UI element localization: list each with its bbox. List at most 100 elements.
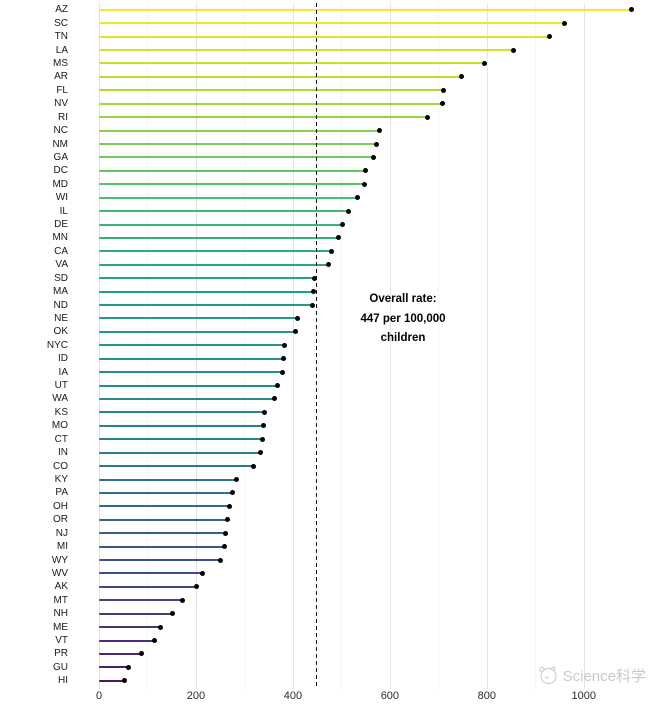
y-axis-label-ok: OK [53, 326, 68, 338]
y-axis-label-ia: IA [58, 366, 68, 378]
watermark-text: Science科学 [562, 667, 646, 685]
lollipop-dot-sc [561, 20, 567, 26]
lollipop-dot-nd [309, 302, 315, 308]
lollipop-stem-il [99, 210, 349, 213]
lollipop-dot-gu [125, 664, 131, 670]
lollipop-dot-ar [458, 74, 464, 80]
lollipop-dot-or [225, 517, 231, 523]
gridline-minor [341, 3, 343, 689]
y-axis-label-ma: MA [53, 286, 68, 298]
lollipop-dot-ky [234, 477, 240, 482]
lollipop-dot-mi [221, 544, 227, 550]
lollipop-dot-fl [441, 87, 447, 93]
y-axis-label-ms: MS [53, 57, 68, 69]
lollipop-stem-sd [99, 277, 315, 280]
lollipop-dot-hi [121, 678, 127, 684]
y-axis-label-sd: SD [54, 272, 68, 284]
lollipop-stem-la [99, 49, 514, 52]
lollipop-dot-tn [547, 34, 553, 40]
lollipop-dot-dc [362, 168, 368, 174]
lollipop-dot-in [257, 450, 263, 456]
y-axis-label-nyc: NYC [46, 339, 68, 351]
y-axis-label-ne: NE [54, 312, 68, 324]
y-axis-label-ca: CA [54, 245, 68, 257]
y-axis-label-ks: KS [54, 406, 68, 418]
lollipop-stem-oh [99, 505, 230, 508]
y-axis-label-va: VA [55, 259, 68, 271]
lollipop-dot-ok [292, 329, 298, 335]
y-axis-label-ky: KY [54, 474, 68, 485]
y-axis-label-nd: ND [53, 299, 68, 311]
gridline-major [292, 3, 294, 689]
lollipop-stem-ks [99, 411, 265, 414]
lollipop-stem-mn [99, 236, 339, 239]
lollipop-stem-ma [99, 290, 314, 293]
lollipop-dot-oh [227, 503, 233, 509]
y-axis-label-wa: WA [52, 393, 68, 405]
y-axis-label-pa: PA [55, 487, 68, 499]
y-axis-label-nv: NV [54, 98, 68, 110]
lollipop-stem-nm [99, 143, 377, 145]
y-axis-label-wi: WI [55, 192, 68, 204]
lollipop-stem-ia [99, 371, 283, 374]
y-axis-label-de: DE [54, 219, 68, 231]
y-axis-label-or: OR [53, 514, 68, 526]
lollipop-dot-ia [280, 369, 286, 375]
gridline-minor [535, 3, 537, 689]
y-axis-label-ak: AK [54, 581, 68, 593]
y-axis-label-wy: WY [51, 554, 68, 566]
lollipop-stem-dc [99, 169, 366, 172]
y-axis-label-vt: VT [55, 635, 68, 647]
lollipop-stem-ms [99, 62, 485, 65]
lollipop-stem-nc [99, 129, 380, 132]
lollipop-stem-md [99, 183, 365, 186]
lollipop-dot-nyc [282, 342, 288, 348]
y-axis-label-ut: UT [54, 380, 68, 392]
lollipop-stem-id [99, 357, 284, 360]
y-axis-label-in: IN [58, 447, 68, 459]
lollipop-dot-il [345, 208, 351, 214]
lollipop-dot-id [281, 356, 287, 362]
x-axis-tick-label: 0 [95, 690, 103, 702]
lollipop-stem-fl [99, 89, 444, 92]
y-axis-label-nc: NC [53, 125, 68, 137]
lollipop-stem-in [99, 451, 261, 454]
y-axis-label-me: ME [53, 621, 68, 633]
y-axis-label-la: LA [55, 44, 68, 56]
lollipop-stem-nyc [99, 344, 285, 347]
lollipop-dot-ks [262, 409, 268, 415]
lollipop-dot-ct [259, 436, 265, 442]
lollipop-stem-ak [99, 585, 197, 588]
lollipop-dot-nc [377, 128, 383, 134]
gridline-major [583, 3, 585, 689]
lollipop-dot-ca [329, 248, 335, 254]
lollipop-dot-de [339, 222, 345, 228]
annotation-line-2: 447 per 100,000 [360, 312, 446, 325]
lollipop-dot-wi [355, 195, 361, 201]
lollipop-stem-ct [99, 438, 263, 441]
lollipop-stem-me [99, 626, 161, 629]
lollipop-dot-nj [223, 530, 229, 536]
lollipop-stem-pa [99, 491, 233, 494]
lollipop-stem-nj [99, 532, 226, 535]
y-axis-label-fl: FL [56, 84, 68, 96]
lollipop-stem-tn [99, 35, 550, 38]
overall-rate-annotation: Overall rate: 447 per 100,000 children [360, 290, 445, 349]
y-axis-label-nh: NH [53, 608, 68, 620]
lollipop-dot-ak [193, 584, 199, 590]
lollipop-stem-mi [99, 545, 225, 548]
lollipop-stem-nd [99, 304, 313, 307]
lollipop-dot-wy [217, 557, 223, 563]
lollipop-dot-sd [312, 275, 318, 281]
lollipop-dot-nm [373, 141, 379, 147]
lollipop-dot-ga [370, 154, 376, 160]
lollipop-dot-vt [152, 638, 158, 644]
y-axis-label-mn: MN [52, 232, 68, 244]
lollipop-stem-va [99, 263, 329, 266]
lollipop-dot-md [361, 181, 367, 187]
gridline-major [486, 3, 488, 689]
y-axis-label-az: AZ [55, 4, 68, 16]
lollipop-stem-co [99, 465, 254, 468]
y-axis-label-nm: NM [52, 138, 68, 150]
